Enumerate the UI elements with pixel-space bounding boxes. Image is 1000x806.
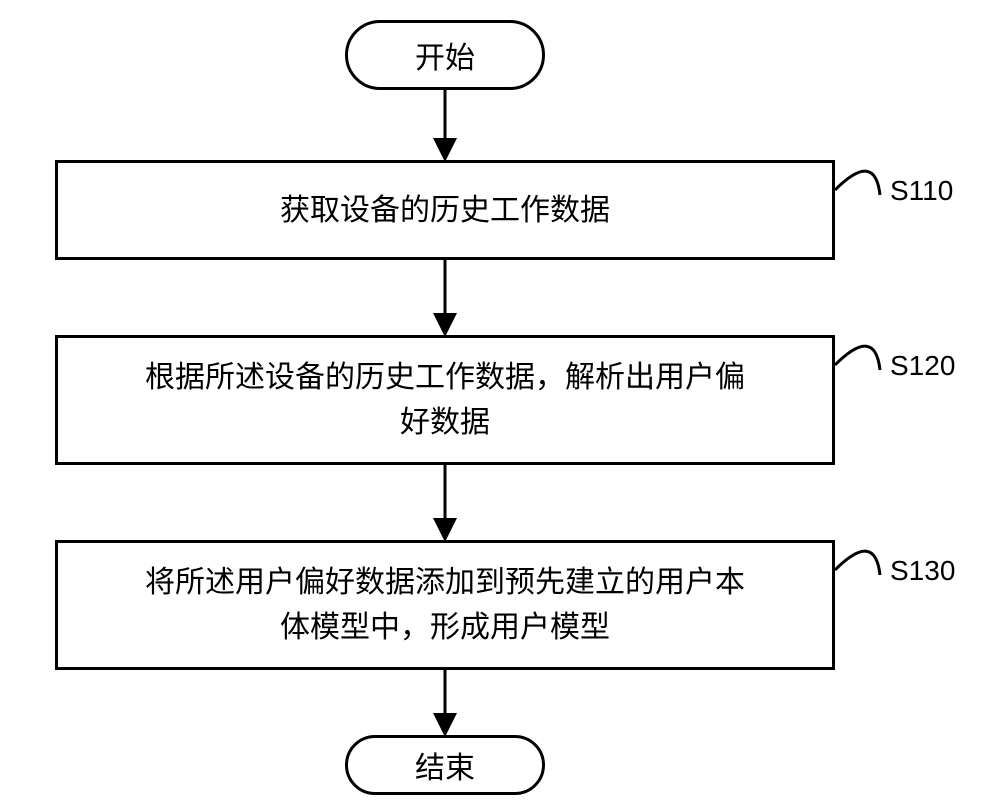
start-label: 开始 bbox=[415, 33, 475, 77]
process-s130-text: 将所述用户偏好数据添加到预先建立的用户本 体模型中，形成用户模型 bbox=[145, 560, 745, 650]
process-s110: 获取设备的历史工作数据 bbox=[55, 160, 835, 260]
step-label-s110: S110 bbox=[890, 175, 953, 207]
process-s120: 根据所述设备的历史工作数据，解析出用户偏 好数据 bbox=[55, 335, 835, 465]
end-node: 结束 bbox=[345, 735, 545, 795]
start-node: 开始 bbox=[345, 20, 545, 90]
process-s130: 将所述用户偏好数据添加到预先建立的用户本 体模型中，形成用户模型 bbox=[55, 540, 835, 670]
flowchart-canvas: 开始 获取设备的历史工作数据 S110 根据所述设备的历史工作数据，解析出用户偏… bbox=[0, 0, 1000, 806]
process-s110-text: 获取设备的历史工作数据 bbox=[280, 188, 610, 233]
step-label-s130: S130 bbox=[890, 555, 955, 587]
process-s120-text: 根据所述设备的历史工作数据，解析出用户偏 好数据 bbox=[145, 355, 745, 445]
end-label: 结束 bbox=[415, 743, 475, 787]
step-label-s120: S120 bbox=[890, 350, 955, 382]
